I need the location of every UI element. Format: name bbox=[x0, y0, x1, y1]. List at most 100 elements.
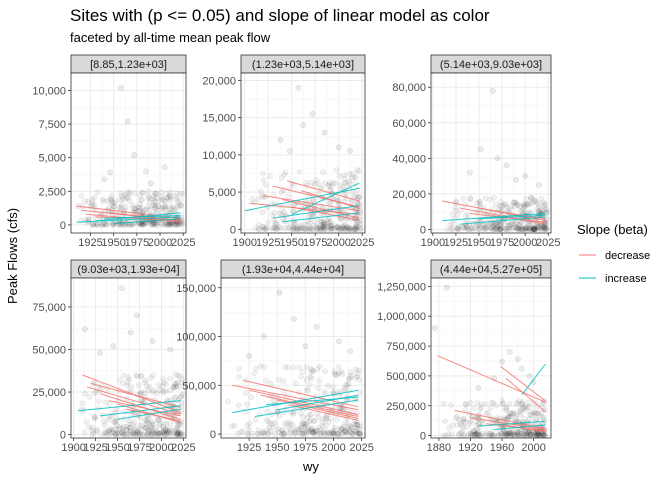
data-point bbox=[249, 196, 256, 202]
data-point bbox=[538, 225, 545, 232]
data-point bbox=[322, 226, 329, 233]
data-point bbox=[355, 370, 361, 376]
data-point bbox=[347, 423, 354, 429]
data-point bbox=[285, 419, 292, 426]
data-point bbox=[315, 414, 322, 421]
data-point bbox=[119, 195, 126, 202]
data-point bbox=[174, 422, 181, 428]
data-point bbox=[538, 409, 544, 416]
data-point bbox=[523, 225, 530, 232]
data-point bbox=[346, 226, 352, 233]
data-point bbox=[166, 221, 173, 228]
data-point bbox=[155, 203, 162, 209]
data-point bbox=[303, 421, 310, 428]
data-point bbox=[145, 428, 151, 434]
data-point bbox=[143, 383, 150, 389]
data-point bbox=[178, 213, 184, 220]
data-point bbox=[267, 173, 273, 180]
data-point bbox=[521, 200, 528, 207]
data-point bbox=[261, 226, 268, 232]
y-tick-label: 0 bbox=[230, 224, 236, 236]
data-point bbox=[153, 190, 160, 197]
data-point bbox=[112, 430, 118, 437]
data-point-outlier bbox=[291, 316, 297, 322]
data-point bbox=[310, 213, 317, 220]
data-point bbox=[116, 426, 122, 433]
data-point bbox=[353, 174, 359, 181]
data-point bbox=[514, 225, 521, 232]
trend-lines bbox=[232, 379, 359, 421]
data-point bbox=[120, 372, 127, 379]
x-tick-label: 1975 bbox=[127, 442, 151, 454]
data-point bbox=[483, 225, 489, 232]
data-point bbox=[307, 373, 313, 380]
data-point bbox=[514, 431, 521, 437]
data-point bbox=[252, 417, 259, 423]
data-point-outlier bbox=[97, 350, 103, 356]
data-point-outlier bbox=[133, 312, 140, 319]
data-point bbox=[170, 203, 177, 209]
data-point bbox=[137, 431, 144, 438]
data-point bbox=[145, 195, 152, 201]
data-point bbox=[514, 226, 521, 232]
data-point bbox=[326, 179, 333, 186]
data-point bbox=[160, 431, 167, 438]
data-point bbox=[343, 224, 350, 230]
data-point bbox=[460, 418, 467, 425]
data-point bbox=[173, 384, 179, 390]
data-point-outlier bbox=[526, 373, 533, 379]
data-point bbox=[179, 431, 186, 438]
data-point bbox=[154, 430, 161, 436]
data-point bbox=[344, 381, 351, 388]
data-point bbox=[138, 222, 145, 228]
data-point bbox=[272, 225, 279, 232]
data-point bbox=[518, 226, 524, 233]
data-point bbox=[326, 226, 333, 233]
data-point bbox=[523, 196, 530, 202]
data-point bbox=[150, 431, 156, 437]
data-point bbox=[507, 430, 513, 437]
x-tick-label: 1900 bbox=[61, 442, 85, 454]
data-point bbox=[333, 417, 340, 423]
data-point bbox=[146, 198, 153, 205]
data-point bbox=[103, 221, 110, 228]
data-point bbox=[139, 431, 145, 438]
data-point bbox=[352, 226, 359, 232]
data-point bbox=[503, 226, 510, 233]
data-point bbox=[306, 225, 312, 232]
data-point bbox=[166, 192, 173, 199]
y-tick-label: 10,000 bbox=[202, 150, 236, 162]
data-point bbox=[531, 197, 538, 204]
data-point bbox=[260, 223, 267, 230]
data-point bbox=[482, 195, 489, 202]
decrease-trend-line bbox=[117, 403, 181, 424]
y-tick-label: 0 bbox=[210, 429, 216, 441]
data-point-outlier bbox=[167, 346, 174, 353]
data-point bbox=[113, 431, 119, 438]
decrease-trend-line bbox=[282, 199, 360, 219]
data-point bbox=[499, 400, 506, 407]
data-point bbox=[175, 430, 181, 436]
data-point bbox=[357, 389, 363, 396]
data-point bbox=[320, 226, 326, 233]
data-point bbox=[314, 366, 321, 373]
data-point bbox=[345, 381, 352, 388]
data-point bbox=[461, 225, 468, 232]
increase-trend-line bbox=[442, 212, 546, 222]
y-tick-label: 15,000 bbox=[202, 113, 236, 125]
data-point bbox=[150, 222, 157, 228]
x-tick-label: 2000 bbox=[513, 237, 537, 249]
data-point bbox=[454, 414, 461, 420]
data-point bbox=[519, 225, 526, 232]
data-point bbox=[326, 219, 333, 226]
data-point bbox=[351, 174, 358, 181]
data-point bbox=[128, 383, 134, 390]
data-point bbox=[541, 206, 548, 213]
data-point bbox=[517, 412, 524, 419]
data-point-outlier bbox=[277, 137, 284, 143]
increase-trend-line bbox=[265, 396, 359, 406]
data-point bbox=[105, 417, 112, 423]
decrease-trend-line bbox=[91, 383, 181, 408]
data-point bbox=[261, 364, 268, 371]
data-point bbox=[507, 205, 514, 212]
